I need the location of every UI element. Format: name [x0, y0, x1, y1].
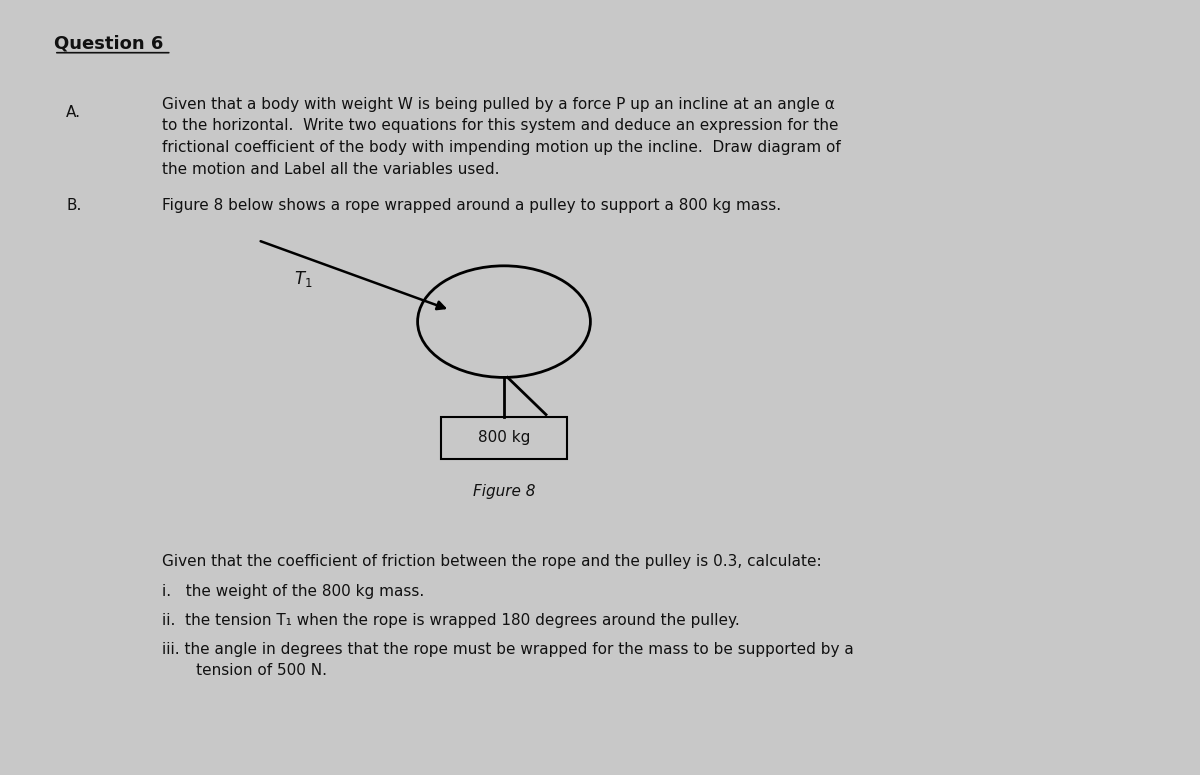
Text: Figure 8 below shows a rope wrapped around a pulley to support a 800 kg mass.: Figure 8 below shows a rope wrapped arou… — [162, 198, 781, 212]
Text: iii. the angle in degrees that the rope must be wrapped for the mass to be suppo: iii. the angle in degrees that the rope … — [162, 642, 853, 678]
Text: B.: B. — [66, 198, 82, 212]
Text: A.: A. — [66, 105, 82, 119]
Text: Question 6: Question 6 — [54, 35, 163, 53]
Text: i.   the weight of the 800 kg mass.: i. the weight of the 800 kg mass. — [162, 584, 425, 598]
Text: 800 kg: 800 kg — [478, 430, 530, 446]
Text: Given that a body with weight W is being pulled by a force P up an incline at an: Given that a body with weight W is being… — [162, 97, 841, 177]
Text: Figure 8: Figure 8 — [473, 484, 535, 499]
Text: ii.  the tension T₁ when the rope is wrapped 180 degrees around the pulley.: ii. the tension T₁ when the rope is wrap… — [162, 613, 739, 628]
Text: Given that the coefficient of friction between the rope and the pulley is 0.3, c: Given that the coefficient of friction b… — [162, 554, 822, 569]
Text: $T_1$: $T_1$ — [294, 269, 312, 289]
